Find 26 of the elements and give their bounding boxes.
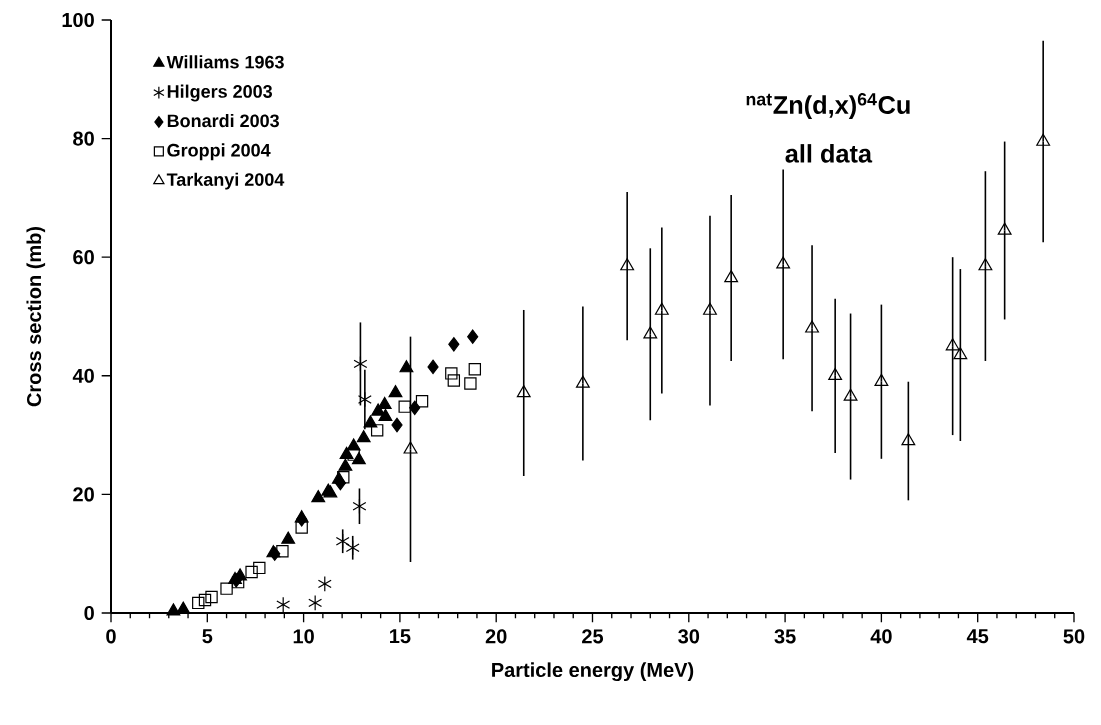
y-tick-label: 20: [73, 487, 94, 502]
y-axis-title: Cross section (mb): [26, 226, 46, 407]
legend-label: Hilgers 2003: [167, 84, 273, 102]
annotation: $^{nat}$Zn(d,x)$^{64}$Cu: [746, 92, 910, 119]
x-tick-label: 10: [293, 629, 314, 644]
x-tick-label: 45: [966, 629, 989, 644]
legend-label: Bonardi 2003: [167, 113, 279, 128]
x-tick-label: 5: [202, 629, 213, 644]
legend-label: Groppi 2004: [167, 143, 271, 161]
y-tick-label: 80: [73, 131, 94, 146]
x-tick-label: 20: [485, 629, 507, 644]
x-tick-label: 30: [678, 629, 700, 644]
legend-label: Tarkanyi 2004: [166, 172, 285, 190]
x-tick-label: 25: [582, 629, 604, 644]
annotation: all data: [785, 144, 873, 163]
x-tick-label: 15: [390, 629, 411, 644]
legend-label: Williams 1963: [166, 55, 284, 69]
y-tick-label: 100: [62, 12, 94, 28]
y-tick-label: 40: [72, 368, 94, 383]
y-tick-label: 60: [73, 250, 94, 265]
x-tick-label: 50: [1063, 629, 1085, 644]
x-tick-label: 0: [106, 629, 116, 644]
x-tick-label: 40: [870, 629, 892, 644]
x-tick-label: 35: [774, 629, 796, 644]
y-tick-label: 0: [84, 605, 94, 621]
x-axis-title: Particle energy (MeV): [492, 662, 694, 682]
